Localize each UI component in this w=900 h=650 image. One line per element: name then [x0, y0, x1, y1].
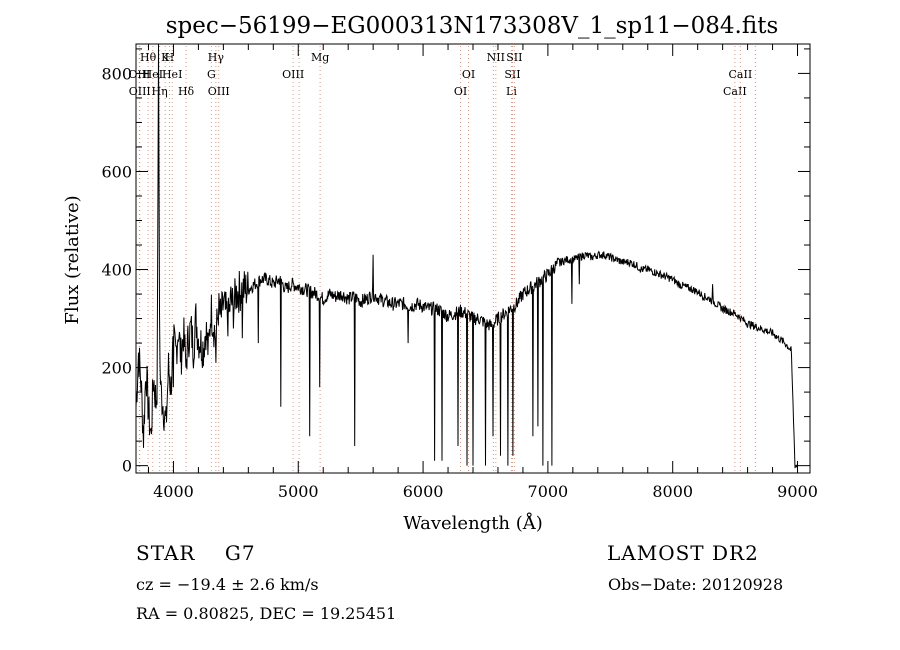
ra-dec-coordinates: RA = 0.80825, DEC = 19.25451: [136, 604, 397, 623]
x-axis-label: Wavelength (Å): [403, 512, 543, 534]
line-marker-label-2: OIII: [129, 85, 151, 98]
spectrum-line: [135, 43, 798, 469]
spectral-line-markers: HθOIIIOIIIHeIHηKHHeIHδGHγOIIIOIIIMgOIOIN…: [128, 46, 756, 473]
y-tick-label-2: 400: [101, 261, 132, 280]
line-marker-label-12: OIII: [282, 68, 304, 81]
line-marker-label-6: H: [165, 51, 175, 64]
line-marker-label-9: G: [207, 68, 216, 81]
x-tick-label-0: 4000: [153, 482, 194, 501]
chart-title: spec−56199−EG000313N173308V_1_sp11−084.f…: [166, 13, 779, 39]
x-tick-label-4: 8000: [652, 482, 693, 501]
x-tick-label-2: 6000: [403, 482, 444, 501]
line-marker-label-7: HeI: [162, 68, 182, 81]
object-class-line: STAR G7: [136, 541, 256, 565]
line-marker-label-21: SII: [506, 51, 522, 64]
line-marker-label-4: Hη: [151, 85, 167, 98]
line-marker-label-11: OIII: [208, 85, 230, 98]
axes-ticks: 4000 5000 6000 7000 8000 9000 0 200 400 600 800: [101, 44, 818, 501]
y-axis-label: Flux (relative): [62, 195, 83, 324]
line-marker-label-22: CaII: [723, 85, 747, 98]
y-tick-label-0: 0: [122, 457, 132, 476]
line-marker-label-20: SII: [504, 68, 520, 81]
line-marker-label-5: K: [161, 51, 170, 64]
x-tick-label-5: 9000: [777, 482, 818, 501]
redshift-cz: cz = −19.4 ± 2.6 km/s: [136, 575, 319, 594]
line-marker-label-8: Hδ: [178, 85, 195, 98]
x-tick-label-3: 7000: [528, 482, 569, 501]
survey-name: LAMOST DR2: [607, 541, 759, 565]
y-tick-label-4: 800: [101, 64, 132, 83]
line-marker-label-19: Li: [506, 85, 517, 98]
spectrum-series: [135, 43, 798, 469]
line-marker-label-14: Mg: [311, 51, 329, 64]
line-marker-label-18: NII: [487, 51, 505, 64]
line-marker-label-10: Hγ: [208, 51, 225, 64]
x-tick-label-1: 5000: [278, 482, 319, 501]
line-marker-label-15: OI: [454, 85, 467, 98]
observation-date: Obs−Date: 20120928: [608, 575, 784, 594]
line-marker-label-23: CaII: [729, 68, 753, 81]
y-tick-label-3: 600: [101, 162, 132, 181]
object-class: STAR: [136, 541, 196, 565]
line-marker-label-16: OI: [462, 68, 475, 81]
object-subclass: G7: [224, 541, 256, 565]
y-tick-label-1: 200: [101, 359, 132, 378]
line-marker-label-0: Hθ: [140, 51, 157, 64]
